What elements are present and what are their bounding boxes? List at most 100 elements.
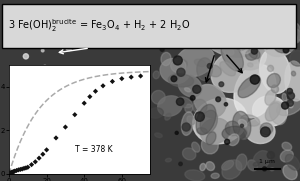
Ellipse shape xyxy=(222,160,234,170)
Ellipse shape xyxy=(265,90,276,105)
Ellipse shape xyxy=(194,85,226,117)
Point xyxy=(110,80,115,83)
Ellipse shape xyxy=(28,68,32,71)
Ellipse shape xyxy=(287,92,295,100)
Ellipse shape xyxy=(179,162,182,166)
Ellipse shape xyxy=(261,127,270,137)
Ellipse shape xyxy=(200,118,230,144)
Ellipse shape xyxy=(287,46,295,52)
Point xyxy=(87,95,92,98)
Ellipse shape xyxy=(260,123,273,135)
Ellipse shape xyxy=(232,19,250,50)
Ellipse shape xyxy=(208,65,221,77)
Ellipse shape xyxy=(194,35,202,47)
Ellipse shape xyxy=(19,44,21,46)
Ellipse shape xyxy=(190,96,195,100)
Ellipse shape xyxy=(203,32,213,42)
Ellipse shape xyxy=(248,63,253,67)
Point xyxy=(82,102,87,105)
Ellipse shape xyxy=(220,34,246,51)
Ellipse shape xyxy=(285,154,300,170)
Ellipse shape xyxy=(181,102,186,107)
Ellipse shape xyxy=(228,134,239,146)
Point xyxy=(119,77,124,80)
Ellipse shape xyxy=(250,75,260,84)
Ellipse shape xyxy=(282,93,287,101)
Point xyxy=(18,168,23,171)
Ellipse shape xyxy=(282,142,292,151)
Ellipse shape xyxy=(267,73,280,88)
Ellipse shape xyxy=(238,119,247,127)
Ellipse shape xyxy=(248,48,260,59)
Ellipse shape xyxy=(184,88,190,92)
Ellipse shape xyxy=(196,104,216,135)
Ellipse shape xyxy=(270,168,274,171)
Ellipse shape xyxy=(200,163,206,171)
Ellipse shape xyxy=(224,103,228,106)
Ellipse shape xyxy=(220,62,236,76)
Ellipse shape xyxy=(260,49,290,93)
Ellipse shape xyxy=(262,167,266,171)
Ellipse shape xyxy=(233,111,251,140)
Ellipse shape xyxy=(237,127,248,139)
Ellipse shape xyxy=(291,23,300,43)
Ellipse shape xyxy=(182,148,196,160)
Ellipse shape xyxy=(152,90,165,104)
Ellipse shape xyxy=(185,170,205,181)
Ellipse shape xyxy=(281,102,289,109)
Ellipse shape xyxy=(177,68,185,76)
Point xyxy=(138,75,143,77)
Ellipse shape xyxy=(216,97,220,102)
Ellipse shape xyxy=(287,44,292,48)
Ellipse shape xyxy=(207,64,212,68)
Ellipse shape xyxy=(171,76,177,82)
Ellipse shape xyxy=(176,98,184,105)
Ellipse shape xyxy=(154,133,162,138)
Ellipse shape xyxy=(268,33,274,38)
Ellipse shape xyxy=(153,71,160,79)
Ellipse shape xyxy=(175,131,178,134)
Ellipse shape xyxy=(178,75,202,97)
Text: 3 Fe(OH)$_2^{\mathregular{brucite}}$ = Fe$_3$O$_4$ + H$_2$ + 2 H$_2$O: 3 Fe(OH)$_2^{\mathregular{brucite}}$ = F… xyxy=(8,18,190,34)
Ellipse shape xyxy=(225,139,230,144)
Ellipse shape xyxy=(206,132,216,145)
Ellipse shape xyxy=(165,113,171,120)
Ellipse shape xyxy=(267,151,274,159)
Point xyxy=(33,160,38,163)
Point xyxy=(44,148,49,151)
Ellipse shape xyxy=(74,76,78,79)
Ellipse shape xyxy=(277,99,300,115)
Ellipse shape xyxy=(241,115,260,126)
Point xyxy=(26,166,30,169)
Ellipse shape xyxy=(265,103,280,121)
Ellipse shape xyxy=(165,158,171,162)
Ellipse shape xyxy=(269,101,286,125)
Ellipse shape xyxy=(193,99,207,114)
Ellipse shape xyxy=(271,85,279,93)
Ellipse shape xyxy=(18,34,22,39)
Ellipse shape xyxy=(160,47,164,51)
Ellipse shape xyxy=(273,38,289,53)
Ellipse shape xyxy=(64,67,70,72)
Ellipse shape xyxy=(273,32,278,37)
Ellipse shape xyxy=(203,25,257,57)
Ellipse shape xyxy=(253,162,260,166)
Ellipse shape xyxy=(195,112,204,121)
Ellipse shape xyxy=(160,58,190,84)
Point xyxy=(93,90,98,93)
Ellipse shape xyxy=(154,35,169,43)
Point xyxy=(12,170,17,173)
Ellipse shape xyxy=(285,61,300,101)
Ellipse shape xyxy=(219,82,224,87)
Ellipse shape xyxy=(289,103,293,108)
Ellipse shape xyxy=(68,77,71,79)
Ellipse shape xyxy=(176,45,214,77)
Ellipse shape xyxy=(238,76,260,98)
Ellipse shape xyxy=(193,98,247,144)
Ellipse shape xyxy=(283,165,297,180)
Ellipse shape xyxy=(224,32,266,70)
Point xyxy=(72,113,77,116)
Ellipse shape xyxy=(222,47,234,55)
Ellipse shape xyxy=(240,22,258,54)
Point xyxy=(29,163,34,166)
